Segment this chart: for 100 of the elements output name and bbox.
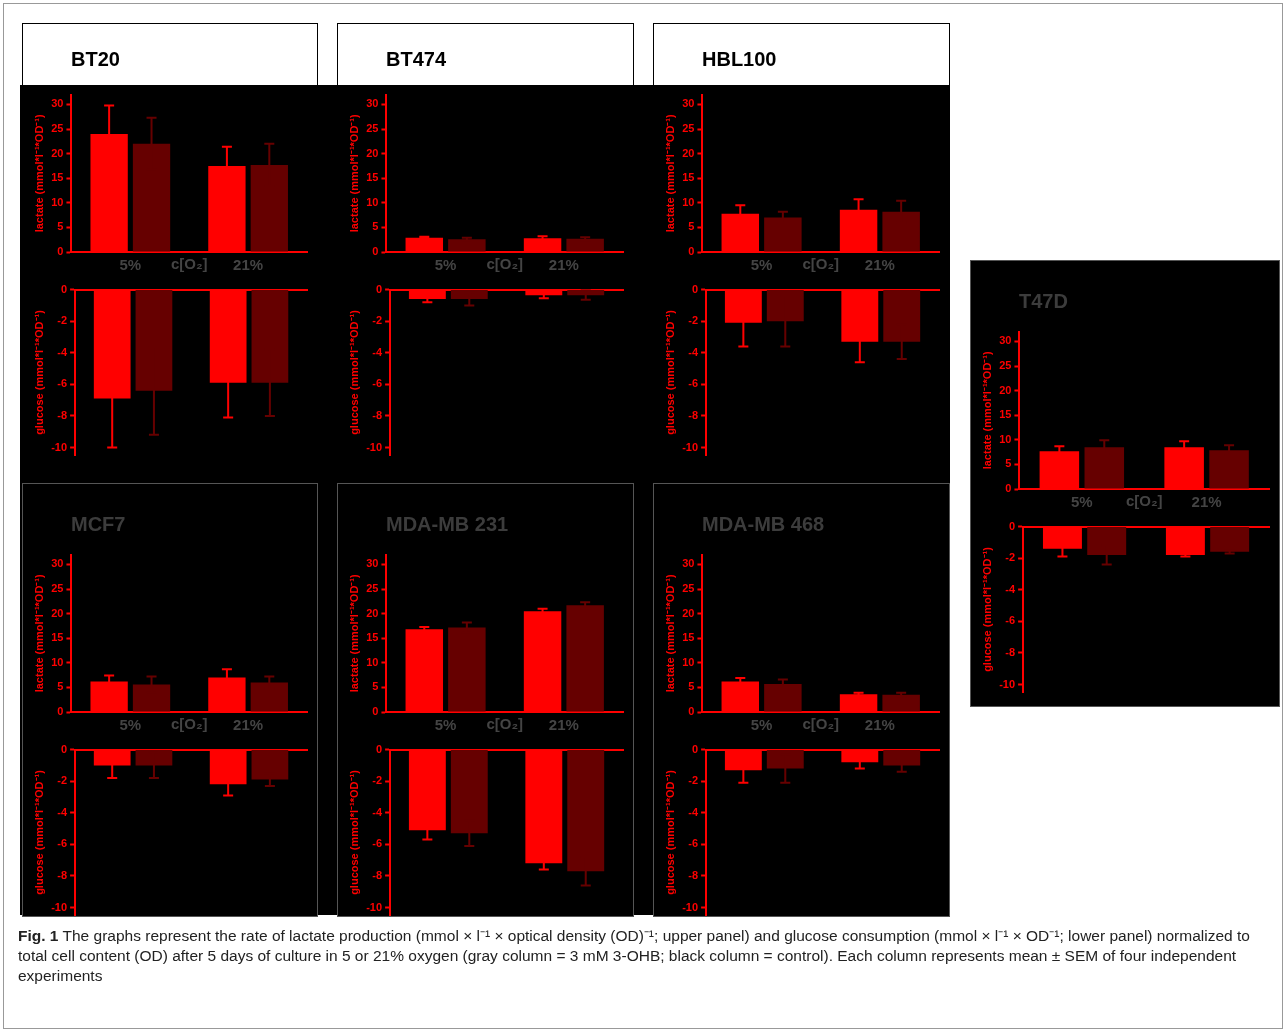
y-tick-label: -4	[688, 345, 699, 358]
y-tick-label: -8	[688, 868, 699, 881]
y-tick-label: -6	[688, 377, 699, 390]
y-tick-label: 15	[51, 631, 64, 644]
y-axis-title: glucose (mmol*l⁻¹*OD⁻¹)	[347, 309, 360, 435]
y-tick-label: -6	[372, 377, 383, 390]
y-tick-label: -2	[57, 774, 68, 787]
y-tick-label: 30	[682, 97, 695, 110]
x-tick-label: 5%	[434, 256, 457, 274]
y-tick-label: 0	[1005, 482, 1012, 495]
y-tick-label: -4	[372, 345, 383, 358]
x-tick-label: 5%	[119, 716, 142, 734]
x-tick-label: 21%	[1191, 493, 1222, 511]
bar	[882, 694, 920, 712]
y-tick-label: 10	[51, 195, 64, 208]
y-tick-label: -6	[1005, 614, 1016, 627]
y-tick-label: 0	[688, 705, 695, 718]
y-tick-label: -8	[688, 408, 699, 421]
chart-title: MDA-MB 468	[702, 513, 825, 536]
y-tick-label: 0	[691, 282, 699, 295]
y-axis-title: lactate (mmol*l⁻¹*OD⁻¹)	[347, 113, 360, 233]
y-tick-label: -2	[1005, 551, 1016, 564]
y-tick-label: -6	[372, 837, 383, 850]
y-tick-label: 0	[57, 705, 64, 718]
y-axis-title: glucose (mmol*l⁻¹*OD⁻¹)	[32, 769, 45, 895]
y-tick-label: 20	[366, 606, 379, 619]
y-tick-label: 5	[57, 220, 64, 233]
y-tick-label: 20	[366, 146, 379, 159]
y-tick-label: -4	[57, 345, 68, 358]
y-tick-label: 30	[682, 557, 695, 570]
y-axis-title: glucose (mmol*l⁻¹*OD⁻¹)	[980, 546, 993, 672]
y-tick-label: 20	[682, 146, 695, 159]
y-tick-label: 0	[57, 245, 64, 258]
y-tick-label: -10	[999, 677, 1016, 690]
y-tick-label: -4	[57, 805, 68, 818]
y-tick-label: 5	[372, 680, 379, 693]
x-axis-title: c[O₂]	[802, 715, 840, 733]
x-tick-label: 5%	[119, 256, 142, 274]
y-tick-label: -2	[372, 774, 383, 787]
y-tick-label: 0	[372, 245, 379, 258]
y-tick-label: 0	[375, 742, 383, 755]
y-axis-title: glucose (mmol*l⁻¹*OD⁻¹)	[347, 769, 360, 895]
y-tick-label: 20	[682, 606, 695, 619]
x-tick-label: 21%	[864, 716, 895, 734]
y-tick-label: 15	[366, 631, 379, 644]
y-tick-label: 10	[366, 195, 379, 208]
y-tick-label: 30	[366, 97, 379, 110]
x-tick-label: 21%	[548, 716, 579, 734]
y-tick-label: 15	[51, 171, 64, 184]
x-axis-title: c[O₂]	[170, 715, 208, 733]
bar	[566, 605, 604, 712]
y-tick-label: 30	[999, 334, 1012, 347]
y-tick-label: 15	[999, 408, 1012, 421]
y-tick-label: -4	[688, 805, 699, 818]
y-tick-label: 15	[366, 171, 379, 184]
x-axis-title: c[O₂]	[170, 255, 208, 273]
y-tick-label: 0	[691, 742, 699, 755]
y-tick-label: 10	[682, 655, 695, 668]
chart-title: BT20	[71, 48, 120, 71]
y-tick-label: 0	[372, 705, 379, 718]
y-axis-title: lactate (mmol*l⁻¹*OD⁻¹)	[980, 350, 993, 470]
y-tick-label: 5	[57, 680, 64, 693]
y-tick-label: -10	[366, 900, 383, 913]
y-axis-title: lactate (mmol*l⁻¹*OD⁻¹)	[663, 113, 676, 233]
x-axis-title: c[O₂]	[486, 715, 524, 733]
y-tick-label: 0	[1008, 519, 1016, 532]
y-tick-label: 30	[51, 97, 64, 110]
y-tick-label: 10	[999, 432, 1012, 445]
y-tick-label: -8	[57, 868, 68, 881]
bar	[764, 683, 802, 712]
x-tick-label: 21%	[864, 256, 895, 274]
x-axis-title: c[O₂]	[486, 255, 524, 273]
y-axis-title: lactate (mmol*l⁻¹*OD⁻¹)	[32, 113, 45, 233]
y-tick-label: -8	[372, 408, 383, 421]
x-tick-label: 5%	[750, 716, 773, 734]
y-tick-label: 25	[51, 122, 64, 135]
y-tick-label: 25	[366, 122, 379, 135]
y-tick-label: 30	[366, 557, 379, 570]
y-tick-label: 0	[60, 282, 68, 295]
y-tick-label: 5	[1005, 457, 1012, 470]
y-tick-label: -10	[366, 440, 383, 453]
y-tick-label: -10	[682, 440, 699, 453]
y-tick-label: -10	[51, 440, 68, 453]
y-tick-label: -2	[688, 314, 699, 327]
y-tick-label: 5	[688, 220, 695, 233]
y-tick-label: 25	[682, 122, 695, 135]
chart-title: MDA-MB 231	[386, 513, 509, 536]
y-tick-label: 10	[51, 655, 64, 668]
y-tick-label: -6	[57, 837, 68, 850]
x-tick-label: 21%	[233, 716, 264, 734]
y-axis-title: glucose (mmol*l⁻¹*OD⁻¹)	[32, 309, 45, 435]
y-tick-label: -6	[57, 377, 68, 390]
y-tick-label: -4	[372, 805, 383, 818]
y-tick-label: -4	[1005, 582, 1016, 595]
y-tick-label: 0	[375, 282, 383, 295]
y-tick-label: -2	[372, 314, 383, 327]
y-tick-label: -2	[688, 774, 699, 787]
y-tick-label: 5	[688, 680, 695, 693]
y-tick-label: -8	[372, 868, 383, 881]
y-tick-label: -2	[57, 314, 68, 327]
